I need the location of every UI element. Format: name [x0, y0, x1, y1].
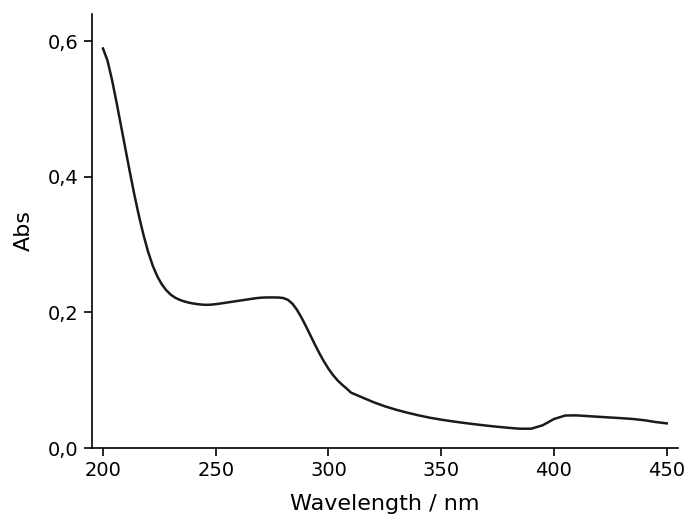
Y-axis label: Abs: Abs — [14, 211, 34, 251]
X-axis label: Wavelength / nm: Wavelength / nm — [290, 494, 480, 514]
